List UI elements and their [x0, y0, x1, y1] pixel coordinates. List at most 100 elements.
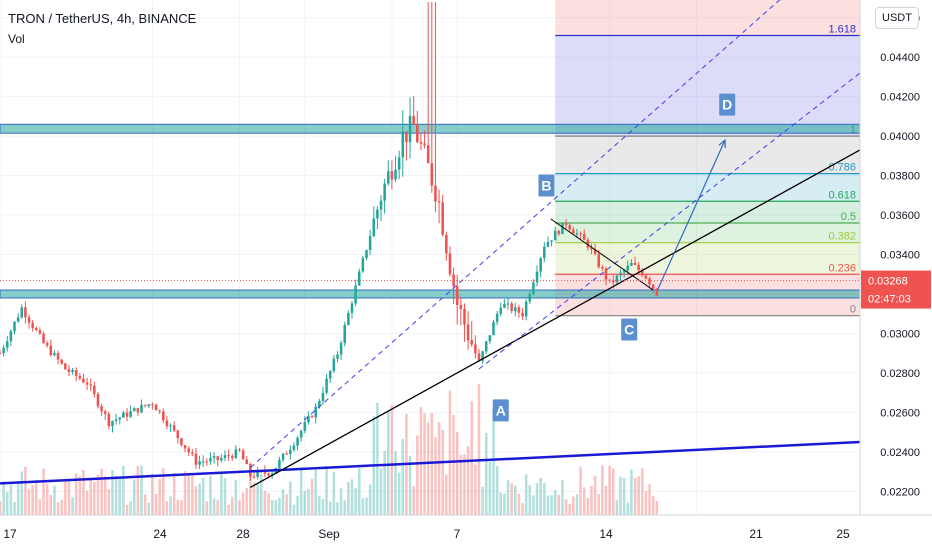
candle-body: [289, 449, 292, 455]
volume-bar: [252, 482, 256, 515]
candle-body: [49, 345, 53, 356]
volume-bar: [568, 503, 571, 515]
candle-body: [336, 354, 339, 359]
volume-bar: [162, 468, 165, 515]
candle-body: [568, 225, 571, 230]
volume-bar: [325, 466, 328, 515]
fib-level-label: 1.618: [828, 24, 856, 36]
candle-body: [484, 341, 488, 352]
volume-bar: [557, 494, 561, 515]
volume-bar: [147, 502, 151, 515]
volume-bar: [56, 502, 60, 515]
fib-zone: [555, 222, 860, 243]
volume-bar: [212, 498, 216, 515]
volume-bar: [183, 471, 187, 515]
volume-bar: [13, 501, 16, 515]
volume-bar: [241, 492, 245, 515]
volume-bar: [514, 485, 517, 515]
candle-body: [45, 342, 49, 346]
candle-body: [20, 307, 24, 318]
candle-body: [176, 430, 180, 439]
candle-body: [466, 324, 470, 341]
volume-bar: [191, 472, 194, 515]
long-trend-line: [0, 440, 861, 485]
volume-bar: [401, 439, 405, 515]
price-axis-tick-label: 0.03800: [880, 171, 920, 183]
candle-body: [194, 453, 198, 465]
candle-body: [470, 340, 473, 345]
candle-body: [405, 131, 408, 143]
volume-bar: [463, 454, 466, 515]
candle-body: [419, 142, 423, 144]
volume-bar: [644, 491, 648, 515]
volume-bar: [397, 472, 401, 515]
projection-arrow: [656, 139, 726, 291]
candle-body: [191, 452, 194, 454]
volume-bar: [561, 480, 564, 515]
volume-bar: [474, 464, 477, 515]
candle-body: [230, 456, 234, 459]
price-axis-tick-label: 0.03600: [880, 210, 920, 222]
candle-body: [365, 249, 368, 259]
time-axis-tick-label: 24: [153, 527, 167, 541]
candle-body: [325, 378, 328, 393]
volume-bar: [267, 493, 270, 515]
price-axis-tick-label: 0.04400: [880, 52, 920, 64]
candle-body: [503, 303, 506, 308]
candle-body: [383, 183, 386, 201]
annotation-label-c: C: [624, 322, 634, 338]
price-axis-tick-label: 0.04200: [880, 92, 920, 104]
candle-body: [372, 218, 376, 237]
volume-bar: [89, 478, 92, 515]
volume-bar: [103, 476, 107, 515]
volume-bar: [361, 498, 365, 515]
price-axis-tick-label: 0.02800: [880, 368, 920, 380]
candle-body: [561, 222, 564, 235]
candle-body: [118, 417, 122, 420]
volume-indicator-label[interactable]: Vol: [8, 32, 25, 46]
candle-body: [154, 404, 158, 411]
volume-bar: [278, 497, 281, 515]
volume-bar: [307, 488, 310, 515]
volume-bar: [205, 501, 209, 515]
candle-body: [532, 282, 535, 294]
fib-zone: [555, 35, 860, 137]
candle-body: [459, 304, 463, 309]
candle-body: [307, 416, 310, 423]
annotation-label-box: [492, 399, 509, 422]
candle-body: [318, 401, 321, 407]
candle-body: [546, 241, 550, 247]
candle-body: [165, 420, 169, 427]
candle-body: [256, 471, 259, 477]
horizontal-zone: [0, 123, 861, 134]
candle-body: [74, 369, 78, 376]
volume-bar: [339, 488, 343, 515]
volume-bar: [626, 502, 630, 515]
candle-body: [321, 392, 325, 402]
candle-body: [53, 353, 56, 356]
volume-bar: [158, 478, 161, 515]
volume-bar: [198, 483, 201, 515]
volume-bar: [328, 501, 332, 515]
volume-bar: [350, 479, 354, 515]
candle-body: [463, 308, 466, 325]
candle-body: [78, 375, 82, 379]
candle-body: [38, 330, 42, 334]
candle-body: [528, 293, 532, 302]
volume-bar: [201, 477, 205, 515]
dashed-channel-line: [250, 0, 781, 469]
currency-button[interactable]: USDT: [875, 7, 919, 29]
volume-bar: [459, 454, 463, 515]
volume-bar: [223, 478, 227, 515]
volume-bar: [619, 476, 622, 515]
price-axis-tick-label: 0.02400: [880, 447, 920, 459]
candle-body: [245, 459, 249, 465]
volume-bar: [180, 500, 183, 515]
volume-bar: [38, 499, 42, 515]
candle-body: [543, 246, 546, 259]
candle-body: [24, 307, 27, 318]
candle-body: [481, 351, 484, 361]
candle-body: [622, 270, 626, 273]
candle-body: [477, 353, 481, 361]
